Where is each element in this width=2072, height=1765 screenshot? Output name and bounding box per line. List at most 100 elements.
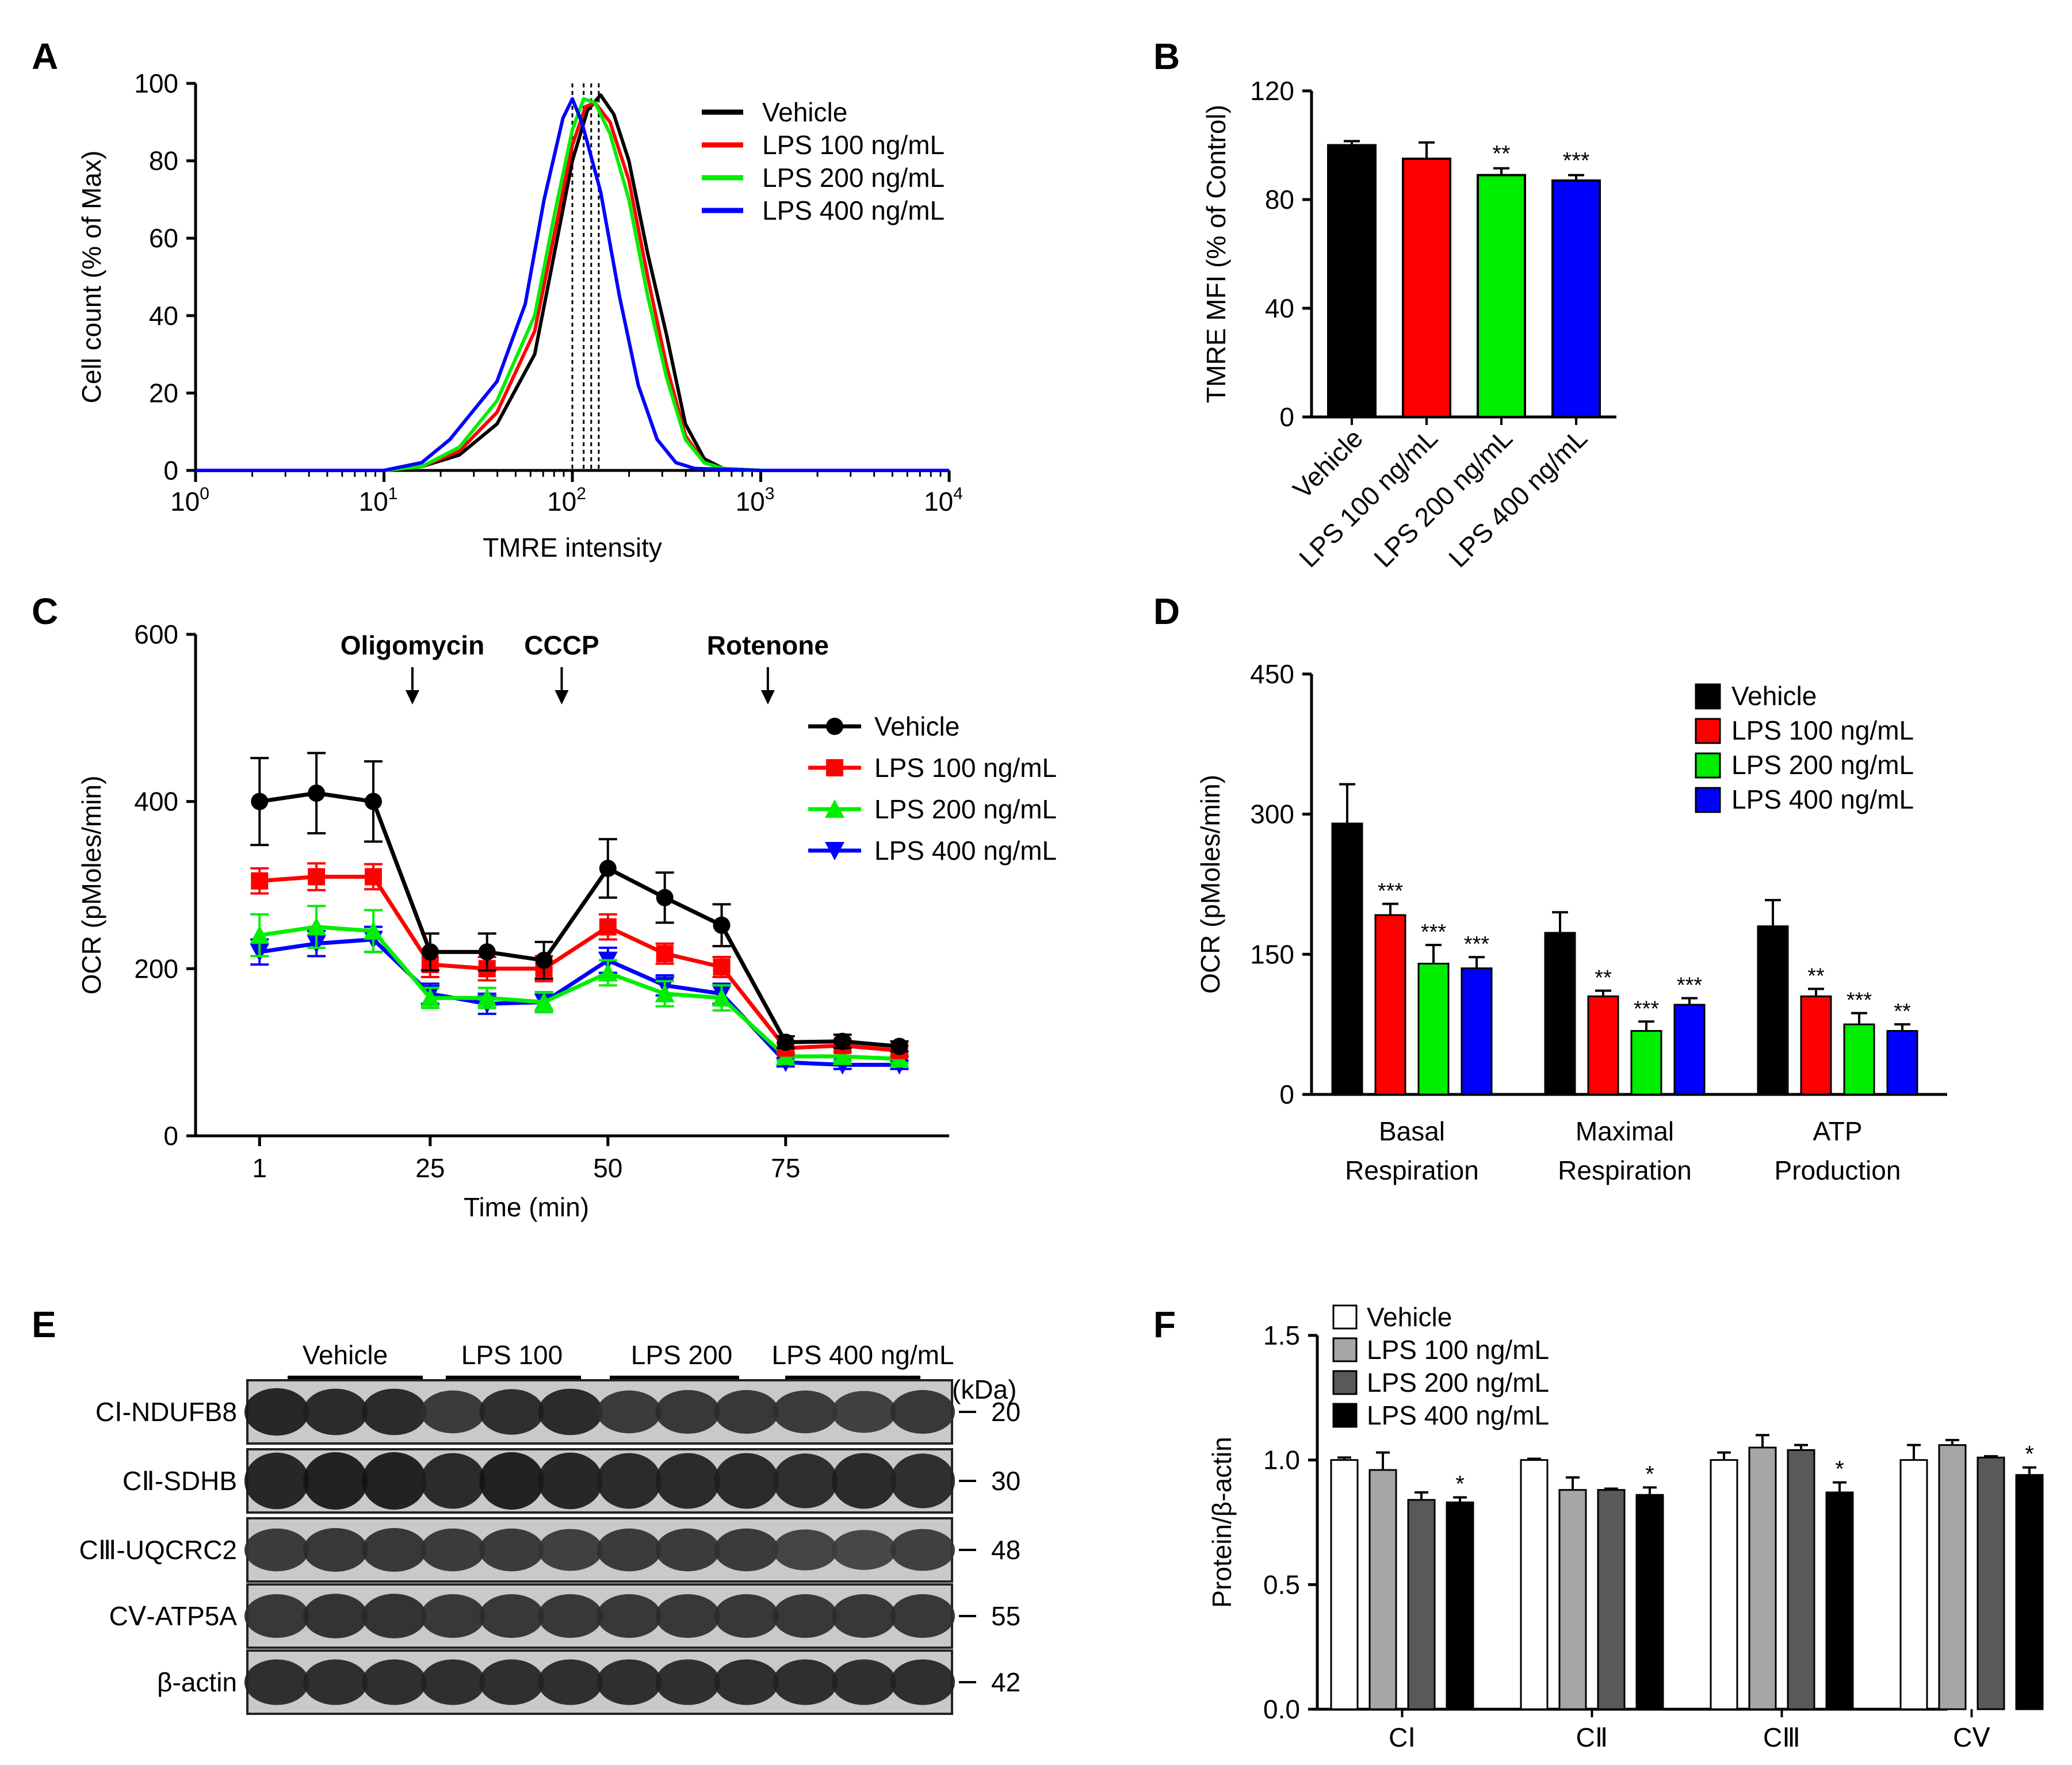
blot-band: [597, 1659, 662, 1705]
blot-row-label: CⅢ-UQCRC2: [79, 1535, 238, 1565]
data-point: [478, 943, 496, 961]
significance-marker: **: [1492, 141, 1510, 167]
significance-marker: ***: [1677, 974, 1703, 998]
bar: [1597, 1489, 1626, 1710]
blot-band: [890, 1453, 955, 1509]
bar: [1446, 1501, 1474, 1710]
blot-band: [362, 1452, 427, 1510]
data-point: [598, 963, 618, 982]
blot-band: [303, 1452, 368, 1510]
legend-label: Vehicle: [762, 97, 847, 127]
legend-label: LPS 200 ng/mL: [762, 163, 945, 193]
bar: [1587, 995, 1619, 1096]
blot-band: [362, 1528, 427, 1572]
blot-band: [655, 1528, 720, 1572]
y-tick-label: 40: [149, 301, 178, 331]
significance-marker: *: [1645, 1461, 1654, 1487]
blot-band: [244, 1594, 309, 1638]
legend-label: LPS 100 ng/mL: [762, 130, 945, 160]
x-tick-label: 102: [547, 484, 586, 516]
legend-label: LPS 200 ng/mL: [1367, 1368, 1549, 1398]
significance-marker: **: [1894, 1000, 1911, 1024]
x-tick-label: 25: [415, 1153, 445, 1183]
data-point: [777, 1033, 794, 1051]
blot-band: [479, 1452, 544, 1510]
legend-label: LPS 100 ng/mL: [874, 753, 1057, 783]
legend-label: LPS 200 ng/mL: [874, 794, 1057, 824]
x-category-label: CⅡ: [1576, 1722, 1608, 1752]
data-point: [420, 988, 440, 1007]
bar: [1330, 1459, 1359, 1710]
bar: [1635, 1494, 1664, 1710]
blot-row-label: β-actin: [157, 1667, 237, 1697]
data-point: [834, 1032, 851, 1050]
bar: [1630, 1030, 1662, 1096]
y-tick-label: 80: [1265, 185, 1294, 215]
y-tick-label: 60: [149, 223, 178, 253]
series-line: [259, 937, 900, 1067]
significance-marker: *: [1835, 1457, 1844, 1482]
bar: [1551, 179, 1601, 418]
significance-marker: ***: [1421, 920, 1447, 944]
data-point: [599, 859, 617, 877]
blot-band: [655, 1594, 720, 1638]
legend-swatch: [1332, 1337, 1358, 1362]
blot-band: [597, 1390, 662, 1434]
series-line: [259, 925, 900, 1061]
panel-letter-f: F: [1153, 1304, 1176, 1345]
blot-band: [303, 1659, 368, 1705]
blot-band: [420, 1453, 485, 1509]
legend-swatch: [1332, 1304, 1358, 1330]
legend-swatch: [1695, 718, 1721, 744]
data-point: [890, 1037, 908, 1055]
bar: [1327, 144, 1377, 418]
bar: [1331, 822, 1363, 1096]
blot-band: [831, 1453, 897, 1509]
y-axis-label: Cell count (% of Max): [77, 151, 106, 404]
tick-base: 10: [170, 487, 200, 516]
blot-band: [538, 1594, 603, 1638]
data-point: [364, 868, 382, 886]
blot-band: [714, 1453, 779, 1509]
data-point: [477, 988, 497, 1007]
tick-base: 10: [547, 487, 576, 516]
bar: [1800, 995, 1832, 1096]
data-point: [713, 916, 731, 934]
legend-swatch: [1695, 787, 1721, 813]
panel-f-protein-bar-chart: 0.0 0.5 1.0 1.5 Protein/β-actin * CⅠ * CⅡ * CⅢ * CⅤ V…: [1207, 1302, 2044, 1752]
x-category-label-line1: Basal: [1379, 1116, 1445, 1146]
blot-band: [420, 1594, 485, 1638]
y-tick-label: 450: [1250, 659, 1294, 689]
significance-marker: ***: [1847, 989, 1872, 1013]
series-line: [259, 875, 900, 1053]
blot-band: [597, 1453, 662, 1509]
blot-band: [538, 1452, 603, 1510]
bar: [1558, 1489, 1587, 1710]
legend-label: LPS 400 ng/mL: [1367, 1400, 1549, 1430]
blot-band: [890, 1529, 955, 1571]
bar: [1938, 1444, 1967, 1710]
y-tick-label: 0.5: [1263, 1569, 1300, 1599]
blot-band: [538, 1659, 603, 1705]
kda-header: (kDa): [952, 1375, 1016, 1404]
injection-label: Oligomycin: [341, 630, 484, 660]
bar: [1368, 1469, 1397, 1710]
blot-band: [538, 1529, 603, 1571]
blot-band: [244, 1528, 309, 1572]
significance-marker: ***: [1464, 932, 1490, 956]
data-point: [364, 792, 382, 810]
data-point: [534, 992, 554, 1011]
data-point: [712, 988, 732, 1007]
histogram-curve: [196, 93, 949, 472]
blot-row-label: CⅡ-SDHB: [123, 1466, 237, 1496]
kda-value: 55: [991, 1601, 1020, 1631]
bar: [1899, 1459, 1928, 1710]
x-tick-label: LPS 200 ng/mL: [1368, 423, 1518, 573]
data-point: [656, 945, 674, 963]
x-axis-label: Time (min): [464, 1192, 589, 1222]
blot-band: [362, 1594, 427, 1638]
x-tick-label: 101: [359, 484, 398, 516]
y-tick-label: 1.5: [1263, 1320, 1300, 1350]
